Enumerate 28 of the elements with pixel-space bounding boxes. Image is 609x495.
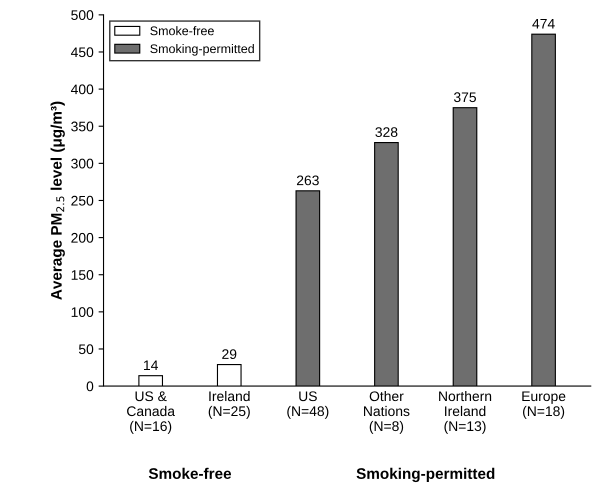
y-tick-label: 200 [71,232,94,243]
data-label: 474 [532,18,555,28]
data-label: 263 [296,175,319,186]
y-tick-label: 150 [72,270,94,280]
legend-label: Smoke-free [150,26,214,36]
x-tick-label: Northern Ireland (N=13) [439,390,492,434]
y-tick-label: 450 [70,47,94,58]
x-tick-label: Europe (N=18) [522,391,566,419]
y-tick-label: 50 [78,344,94,354]
text: Smoking-permitted [356,468,494,482]
y-tick-label: 100 [72,307,94,318]
x-tick-label: Ireland (N=25) [208,390,250,419]
y-tick-label: 500 [71,10,94,20]
y-tick-label: 400 [70,84,94,94]
x-tick-label: Other Nations (N=8) [364,390,410,434]
y-tick-label: 250 [71,196,94,206]
y-tick-label: 0 [86,381,94,392]
y-axis-title: Average PM$_{2.5}$ level (μg/m³) [50,102,65,300]
data-label: 328 [375,127,398,138]
text: Smoke-free [148,468,232,479]
x-tick-label: US & Canada (N=16) [127,391,176,434]
y-tick-label: 350 [71,122,94,132]
legend-label: Smoking-permitted [150,44,254,56]
data-label: 29 [222,349,236,360]
data-label: 14 [144,360,158,370]
y-tick-label: 300 [71,158,94,169]
data-label: 375 [454,92,476,102]
x-tick-label: US (N=48) [287,391,328,419]
